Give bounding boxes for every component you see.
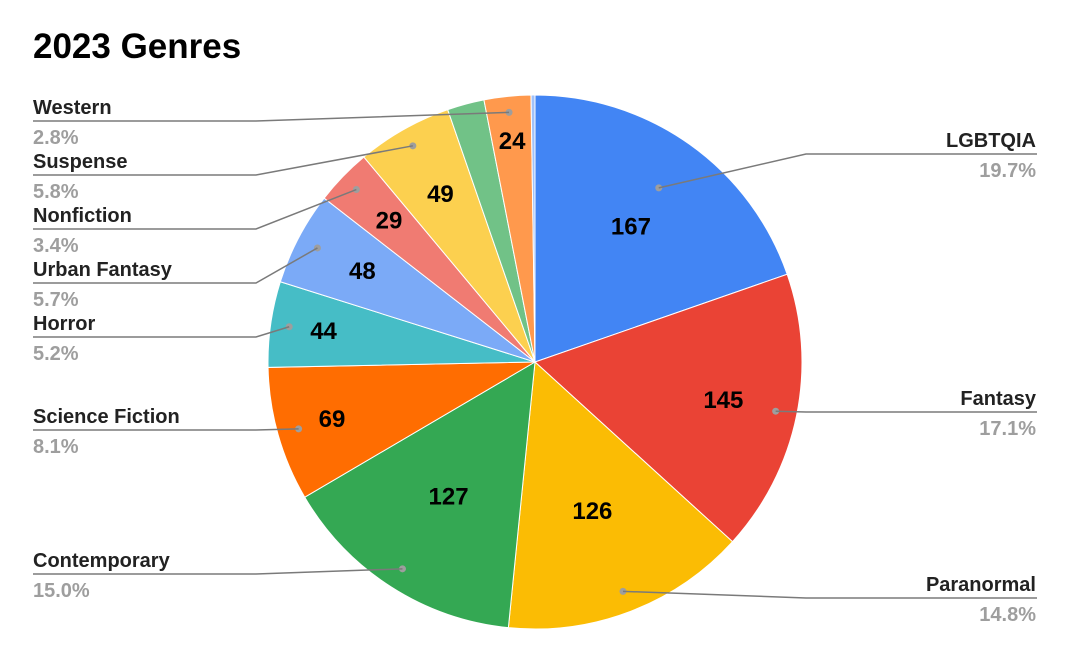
pie-slices	[267, 94, 803, 630]
callout-name-paranormal: Paranormal	[926, 574, 1036, 596]
pie-slice-unlabeled-11	[530, 94, 536, 363]
slice-value-label: 126	[572, 498, 612, 525]
leader-line	[33, 428, 299, 431]
callout-percent-lgbtqia: 19.7%	[979, 160, 1036, 182]
leader-line	[33, 326, 290, 338]
pie-slice-science-fiction	[267, 361, 537, 498]
pie-slice-paranormal	[507, 360, 734, 630]
pie-slice-contemporary	[304, 361, 536, 629]
leader-line	[658, 153, 1037, 189]
pie-slice-lgbtqia	[534, 94, 788, 363]
callout-percent-fantasy: 17.1%	[979, 418, 1036, 440]
slice-value-label: 127	[429, 483, 469, 510]
slice-value-label: 167	[611, 214, 651, 241]
callout-percent-western: 2.8%	[33, 127, 79, 149]
slice-value-label: 48	[349, 258, 376, 285]
callout-name-fantasy: Fantasy	[960, 388, 1036, 410]
callout-name-horror: Horror	[33, 313, 95, 335]
callout-percent-urban-fantasy: 5.7%	[33, 289, 79, 311]
pie-slice-fantasy	[534, 273, 803, 543]
leader-line	[33, 568, 403, 575]
callout-labels: LGBTQIA 19.7% Fantasy 17.1% Paranormal 14.8% C…	[33, 97, 1037, 626]
slice-value-label: 69	[319, 406, 346, 433]
callout-name-urban-fantasy: Urban Fantasy	[33, 259, 173, 281]
callout-percent-paranormal: 14.8%	[979, 604, 1036, 626]
callout-name-suspense: Suspense	[33, 151, 127, 173]
callout-name-nonfiction: Nonfiction	[33, 205, 132, 227]
leader-line	[33, 188, 357, 230]
slice-value-label: 49	[427, 181, 454, 208]
callout-percent-suspense: 5.8%	[33, 181, 79, 203]
callout-name-lgbtqia: LGBTQIA	[946, 130, 1036, 152]
callout-percent-horror: 5.2%	[33, 343, 79, 365]
callout-name-western: Western	[33, 97, 112, 119]
chart-title: 2023 Genres	[33, 27, 242, 66]
callout-name-contemporary: Contemporary	[33, 550, 171, 572]
leader-line	[775, 410, 1037, 413]
leader-line	[33, 247, 318, 284]
callout-name-science-fiction: Science Fiction	[33, 406, 180, 428]
slice-value-label: 29	[376, 208, 403, 235]
callout-percent-science-fiction: 8.1%	[33, 436, 79, 458]
leader-lines	[33, 108, 1037, 599]
callout-percent-nonfiction: 3.4%	[33, 235, 79, 257]
leader-line	[622, 590, 1037, 599]
slice-value-label: 24	[499, 128, 526, 155]
leader-line	[33, 111, 510, 122]
leader-line	[33, 145, 413, 176]
slice-value-label: 145	[703, 387, 743, 414]
callout-percent-contemporary: 15.0%	[33, 580, 90, 602]
slice-value-label: 44	[310, 318, 337, 345]
